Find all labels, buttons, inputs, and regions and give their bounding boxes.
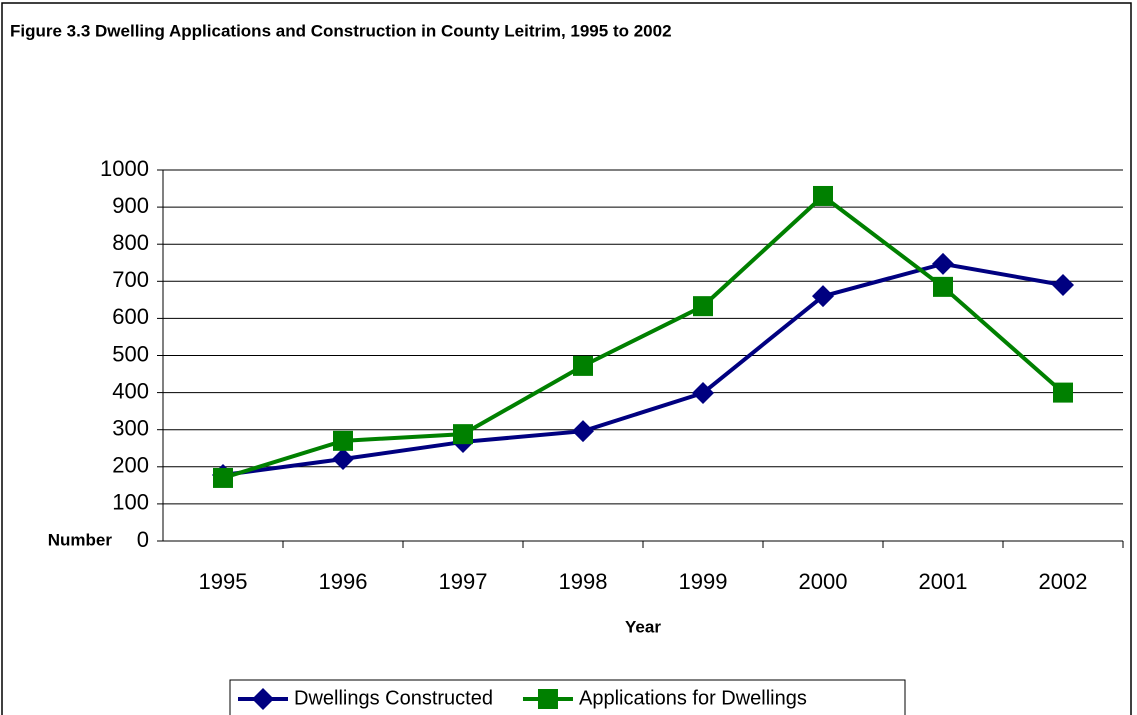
x-tick-label: 1995 (199, 569, 248, 594)
x-tick-label: 2001 (919, 569, 968, 594)
data-point (932, 252, 954, 275)
legend-label: Dwellings Constructed (294, 687, 493, 709)
y-tick-label: 0 (137, 527, 149, 552)
data-point (572, 420, 594, 443)
y-tick-label: 200 (112, 453, 149, 478)
legend-label: Applications for Dwellings (579, 687, 807, 709)
legend-marker (252, 688, 274, 710)
data-point (813, 185, 833, 206)
data-point (1053, 382, 1073, 403)
series-line (222, 193, 1065, 480)
y-tick-label: 800 (112, 230, 149, 255)
x-tick-label: 2002 (1039, 569, 1088, 594)
y-tick-label: 600 (112, 304, 149, 329)
y-tick-label: 700 (112, 267, 149, 292)
y-axis-label: Number (48, 530, 113, 549)
data-point (812, 285, 834, 308)
x-tick-label: 2000 (799, 569, 848, 594)
x-axis-label: Year (625, 617, 661, 636)
y-tick-label: 100 (112, 490, 149, 515)
data-point (332, 448, 354, 471)
data-point (213, 467, 233, 488)
data-point (933, 276, 953, 297)
data-point (692, 381, 714, 404)
y-tick-label: 900 (112, 193, 149, 218)
data-point (693, 296, 713, 317)
data-point (573, 355, 593, 376)
y-tick-label: 300 (112, 416, 149, 441)
x-tick-label: 1999 (679, 569, 728, 594)
legend-marker (537, 689, 558, 709)
data-point (453, 424, 473, 445)
x-tick-label: 1998 (559, 569, 608, 594)
y-tick-label: 500 (112, 341, 149, 366)
x-tick-label: 1996 (319, 569, 368, 594)
data-point (333, 430, 353, 451)
y-tick-label: 1000 (100, 156, 149, 181)
x-tick-label: 1997 (439, 569, 488, 594)
chart-title: Figure 3.3 Dwelling Applications and Con… (10, 21, 672, 40)
y-tick-label: 400 (112, 378, 149, 403)
data-point (1052, 274, 1074, 297)
